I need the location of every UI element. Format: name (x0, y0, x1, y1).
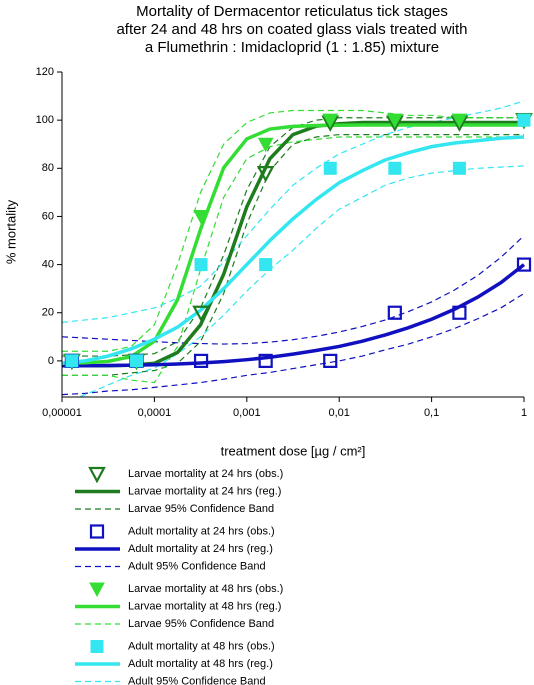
confidence-band (62, 133, 524, 376)
regression-line (62, 135, 525, 366)
legend-label: Larvae 95% Confidence Band (128, 618, 274, 630)
confidence-band (62, 117, 524, 357)
y-tick-label: 60 (42, 210, 54, 222)
x-tick-label: 0,01 (328, 407, 349, 419)
chart-title: a Flumethrin : Imidacloprid (1 : 1.85) m… (145, 39, 439, 56)
legend-label: Larvae mortality at 24 hrs (obs.) (128, 468, 283, 480)
y-tick-label: 80 (42, 162, 54, 174)
chart-title: after 24 and 48 hrs on coated glass vial… (116, 21, 467, 38)
legend-label: Adult mortality at 48 hrs (obs.) (128, 640, 275, 652)
data-point (388, 161, 402, 175)
legend: Larvae mortality at 24 hrs (obs.) Larvae … (75, 466, 283, 685)
data-point (323, 353, 338, 368)
legend-label: Larvae mortality at 48 hrs (obs.) (128, 583, 283, 595)
data-point (194, 258, 208, 272)
legend-label: Larvae mortality at 48 hrs (reg.) (128, 600, 281, 612)
y-tick-label: 0 (48, 355, 54, 367)
legend-label: Adult mortality at 24 hrs (obs.) (128, 525, 275, 537)
legend-label: Larvae 95% Confidence Band (128, 503, 274, 515)
confidence-band (62, 136, 524, 384)
y-tick-label: 120 (36, 66, 54, 78)
legend-symbol (88, 466, 106, 484)
data-point (452, 161, 466, 175)
data-point (323, 161, 337, 175)
legend-label: Larvae mortality at 24 hrs (reg.) (128, 485, 281, 497)
y-tick-label: 20 (42, 307, 54, 319)
data-point (451, 113, 468, 129)
legend-label: Adult mortality at 24 hrs (reg.) (128, 543, 273, 555)
x-tick-label: 0,00001 (42, 407, 82, 419)
legend-label: Adult mortality at 48 hrs (reg.) (128, 658, 273, 670)
x-tick-label: 0,1 (424, 407, 439, 419)
confidence-band (62, 100, 525, 323)
data-point (257, 137, 274, 153)
y-tick-label: 40 (42, 258, 54, 270)
data-point (517, 113, 531, 127)
legend-label: Adult 95% Confidence Band (128, 560, 266, 572)
y-tick-label: 100 (36, 114, 54, 126)
data-point (193, 209, 209, 225)
x-axis-label: treatment dose [µg / cm²] (221, 443, 366, 458)
chart-title: Mortality of Dermacentor reticulatus tic… (136, 3, 448, 20)
y-axis-label: % mortality (3, 199, 18, 264)
data-point (259, 258, 273, 272)
legend-symbol (89, 582, 105, 598)
x-tick-label: 1 (521, 407, 527, 419)
data-point (65, 354, 79, 368)
data-point (256, 166, 275, 183)
data-point (258, 353, 273, 368)
legend-symbol (90, 640, 104, 653)
data-point (322, 113, 339, 129)
confidence-band (77, 165, 525, 397)
legend-label: Adult 95% Confidence Band (128, 675, 266, 685)
x-tick-label: 0,0001 (138, 407, 172, 419)
data-point (516, 257, 532, 272)
plot-area (62, 100, 526, 397)
regression-line (62, 120, 524, 368)
data-point (387, 305, 402, 320)
data-point (386, 113, 403, 129)
x-tick-label: 0,001 (233, 407, 261, 419)
data-point (452, 305, 467, 320)
legend-symbol (89, 524, 105, 539)
confidence-band (62, 109, 524, 352)
regression-line (62, 123, 524, 366)
confidence-band (62, 292, 525, 396)
data-point (192, 305, 210, 323)
data-point (129, 354, 143, 368)
confidence-band (62, 235, 525, 345)
data-point (193, 353, 209, 368)
